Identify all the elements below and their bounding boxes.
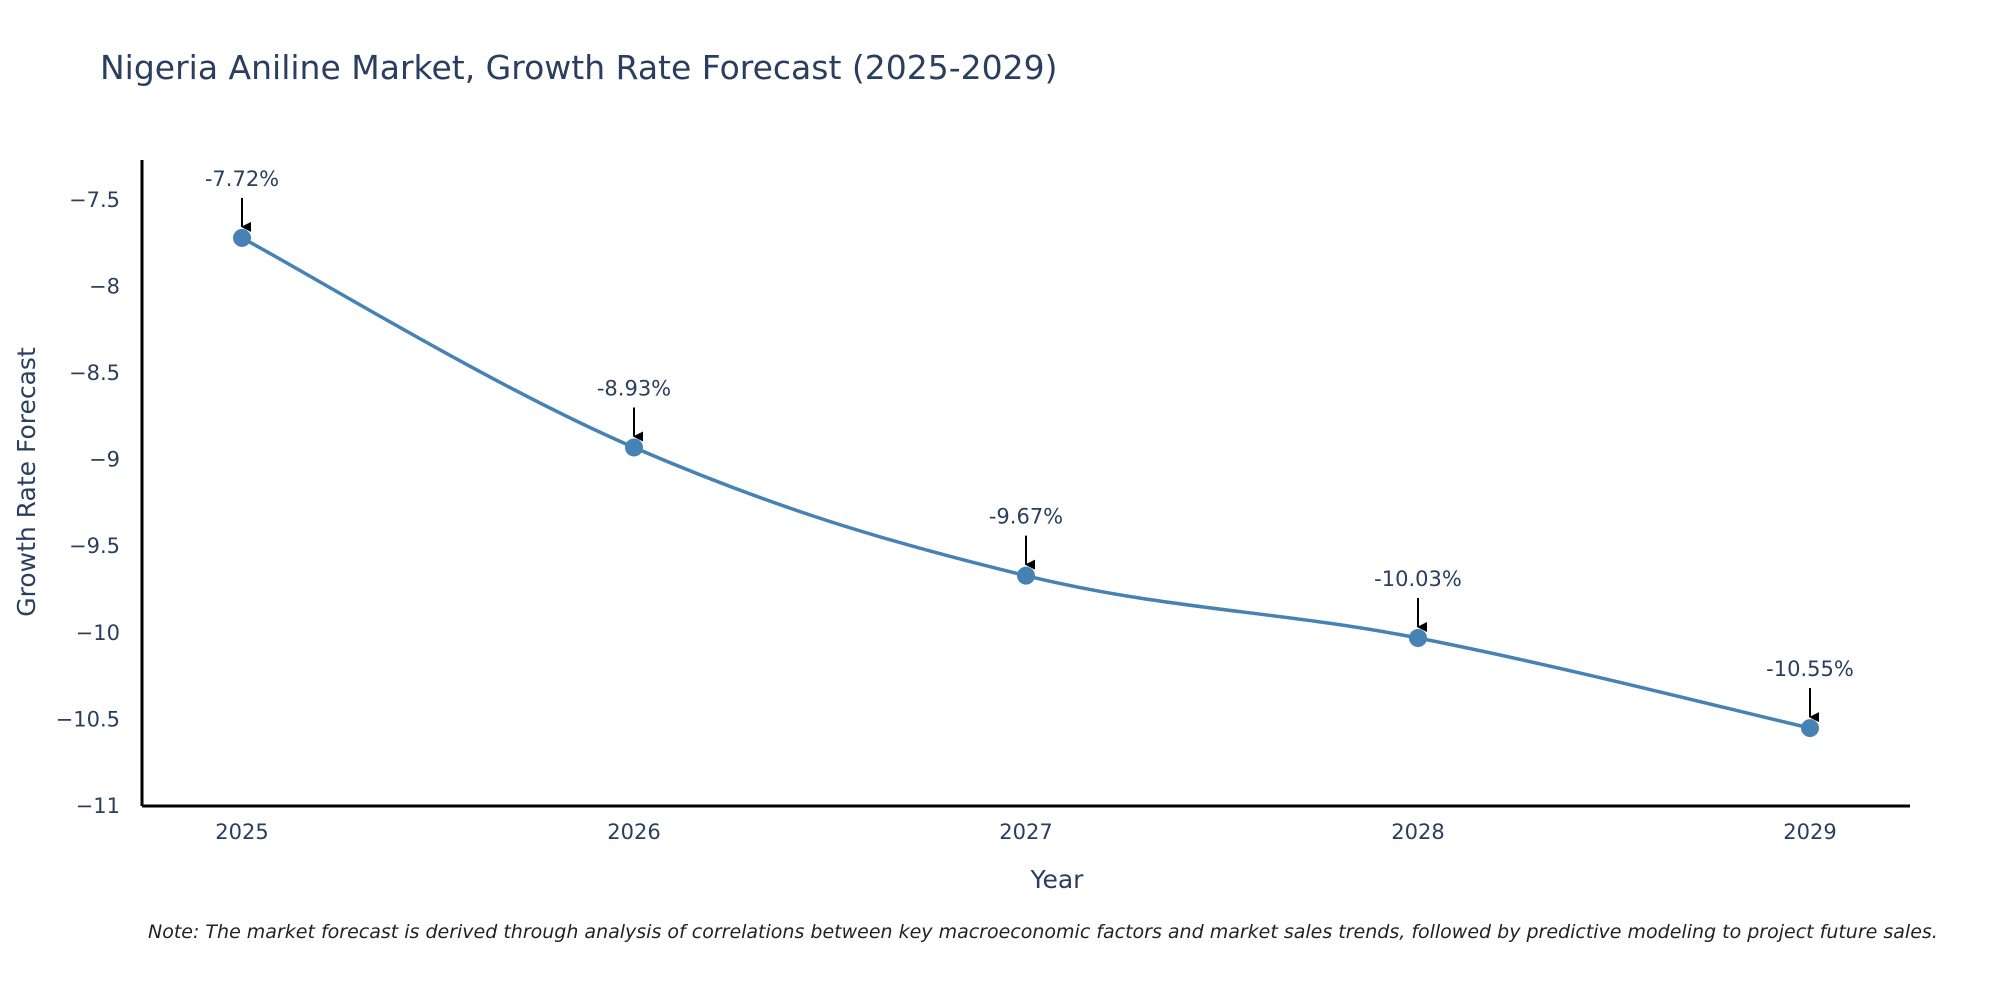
x-tick-label: 2027 [999, 820, 1052, 844]
y-tick-label: −11 [76, 794, 120, 818]
x-axis-title: Year [1030, 865, 1085, 894]
x-axis: 2025 2026 2027 2028 2029 [142, 804, 1910, 844]
chart-title: Nigeria Aniline Market, Growth Rate Fore… [100, 48, 1058, 87]
data-label: -9.67% [989, 505, 1063, 529]
x-tick-label: 2026 [607, 820, 660, 844]
data-point[interactable] [1801, 719, 1819, 738]
data-label: -10.03% [1374, 567, 1462, 591]
y-tick-label: −10.5 [56, 707, 120, 731]
series-growth-rate [233, 228, 1819, 738]
x-tick-label: 2029 [1783, 820, 1836, 844]
y-tick-label: −9.5 [69, 534, 120, 558]
data-label: -8.93% [597, 376, 671, 400]
y-tick-label: −7.5 [69, 188, 120, 212]
data-label: -10.55% [1766, 657, 1854, 681]
data-point[interactable] [233, 228, 251, 247]
data-point[interactable] [1017, 566, 1035, 585]
data-labels: -7.72% -8.93% -9.67% -10.03% -10.55% [205, 167, 1854, 723]
data-point[interactable] [1409, 629, 1427, 648]
data-label: -7.72% [205, 167, 279, 191]
y-axis: −7.5 −8 −8.5 −9 −9.5 −10 −10.5 −11 [56, 160, 144, 818]
x-tick-label: 2028 [1391, 820, 1444, 844]
chart-note: Note: The market forecast is derived thr… [148, 921, 1938, 943]
series-line [241, 236, 1811, 730]
y-tick-label: −8 [89, 274, 120, 298]
y-tick-label: −8.5 [69, 361, 120, 385]
y-tick-label: −9 [89, 448, 120, 472]
x-tick-label: 2025 [215, 820, 268, 844]
y-tick-label: −10 [76, 621, 120, 645]
y-axis-title: Growth Rate Forecast [12, 347, 41, 617]
data-point[interactable] [625, 438, 643, 457]
